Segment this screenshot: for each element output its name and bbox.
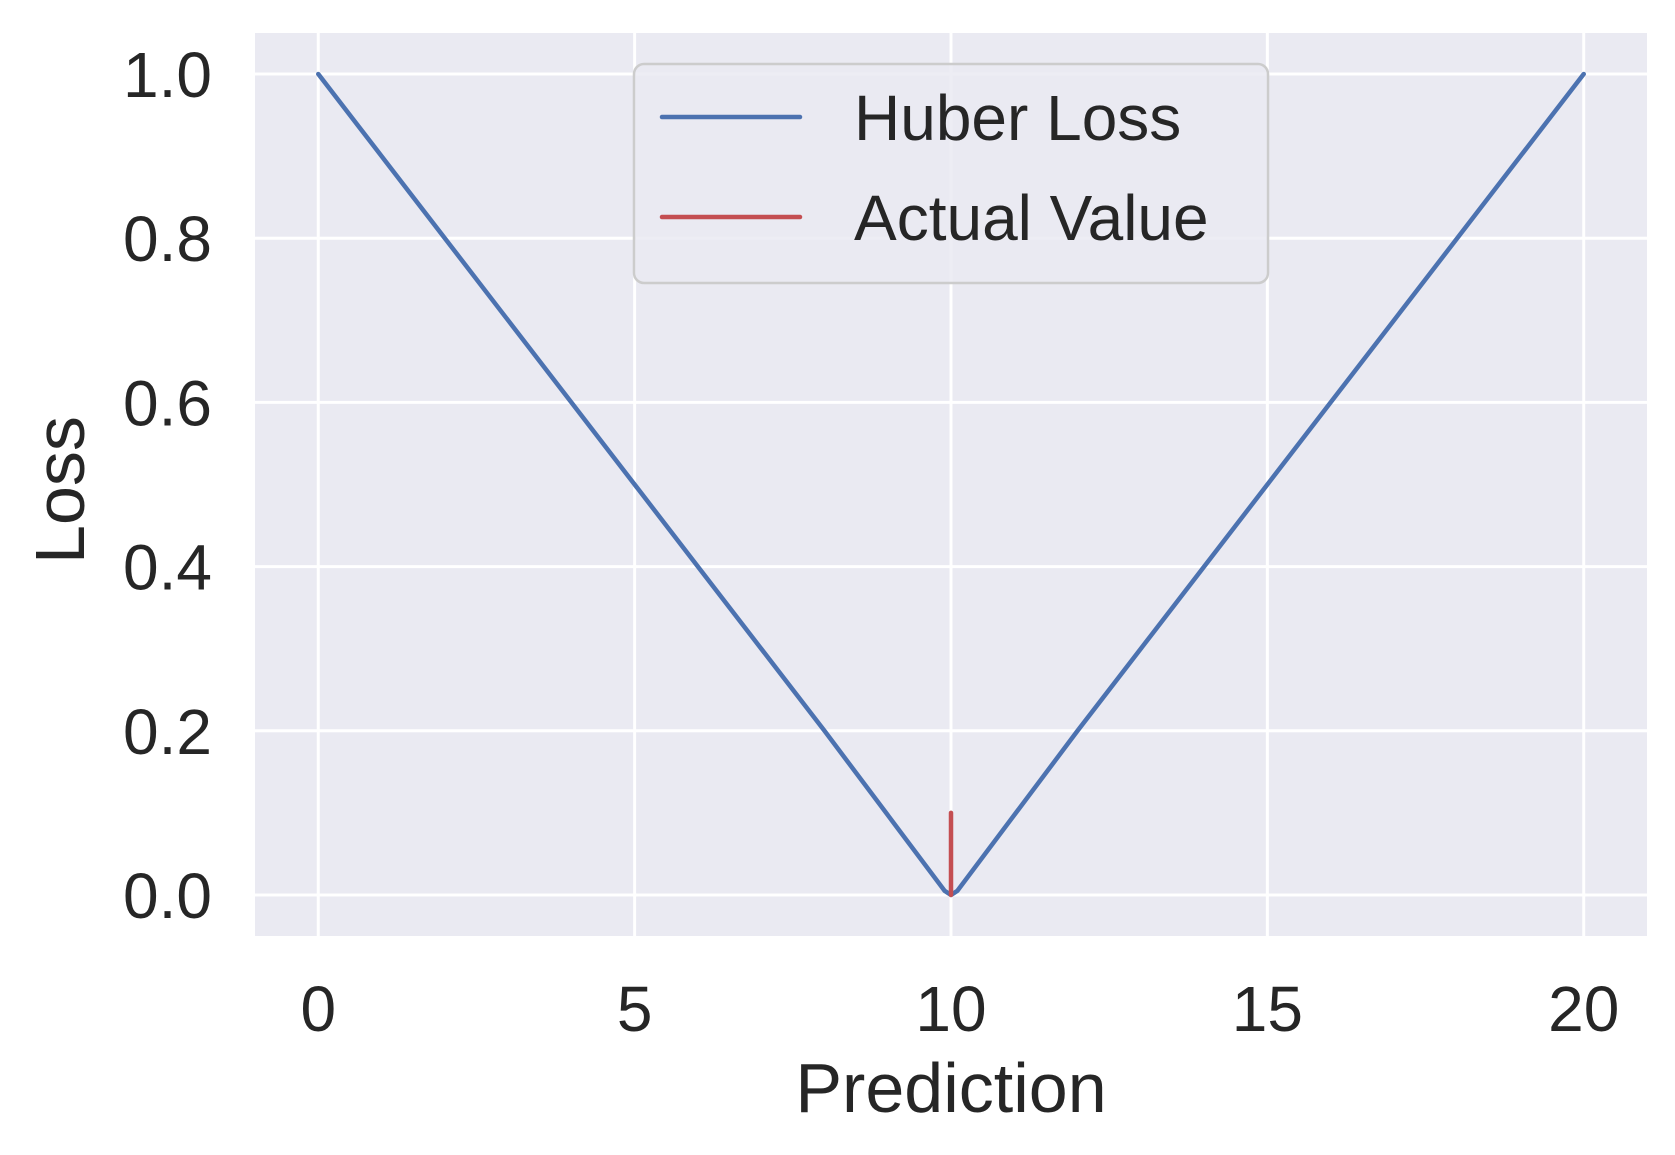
legend-label-actual-value: Actual Value bbox=[854, 182, 1209, 254]
y-tick-label: 1.0 bbox=[123, 39, 212, 111]
tick-labels: 0 5 10 15 20 0.0 0.2 0.4 0.6 0.8 1.0 bbox=[123, 39, 1619, 1045]
y-tick-label: 0.2 bbox=[123, 696, 212, 768]
y-axis-label: Loss bbox=[21, 416, 99, 564]
legend: Huber Loss Actual Value bbox=[632, 62, 1270, 285]
y-tick-label: 0.6 bbox=[123, 367, 212, 439]
x-tick-label: 10 bbox=[915, 973, 986, 1045]
series-layer bbox=[316, 71, 1586, 898]
x-tick-label: 15 bbox=[1232, 973, 1303, 1045]
x-tick-label: 20 bbox=[1548, 973, 1619, 1045]
legend-label-huber-loss: Huber Loss bbox=[854, 82, 1181, 154]
x-tick-label: 0 bbox=[300, 973, 336, 1045]
x-tick-label: 5 bbox=[617, 973, 653, 1045]
y-tick-label: 0.0 bbox=[123, 860, 212, 932]
x-axis-label: Prediction bbox=[795, 1049, 1106, 1127]
y-tick-label: 0.4 bbox=[123, 532, 212, 604]
y-tick-label: 0.8 bbox=[123, 203, 212, 275]
